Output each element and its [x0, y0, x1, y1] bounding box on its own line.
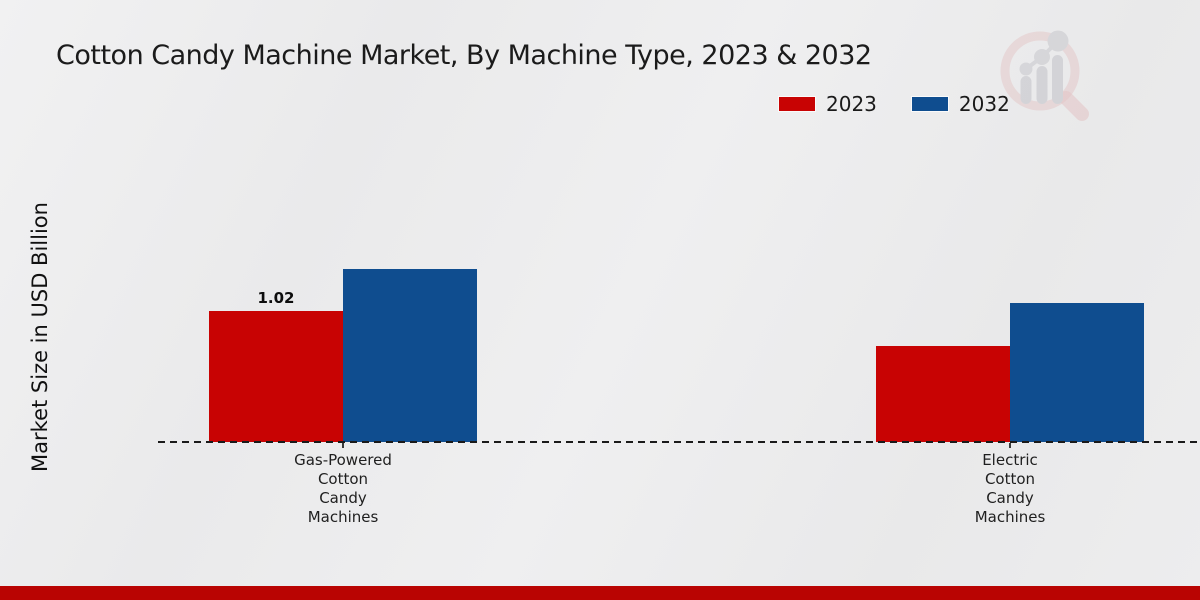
- magnifier-bar-chart-logo-icon: [1000, 30, 1089, 121]
- bar-2032-electric-cotton-candy-machines: [1010, 303, 1144, 442]
- legend-item-2023: 2023: [778, 92, 877, 116]
- legend-swatch-2032: [910, 96, 949, 112]
- bar-2023-gas-powered-cotton-candy-machines: [209, 311, 343, 442]
- x-axis-label-gas-powered-cotton-candy-machines: Gas-Powered Cotton Candy Machines: [294, 451, 392, 526]
- footer-accent-band: [0, 586, 1200, 600]
- x-axis-label-electric-cotton-candy-machines: Electric Cotton Candy Machines: [974, 451, 1046, 526]
- legend-swatch-2023: [778, 96, 816, 112]
- x-axis-tick-electric-cotton-candy-machines: [1009, 443, 1011, 448]
- bar-2023-electric-cotton-candy-machines: [876, 346, 1010, 442]
- legend-label-2023: 2023: [826, 92, 877, 116]
- legend-item-2032: 2032: [910, 92, 1010, 116]
- legend-label-2032: 2032: [958, 92, 1010, 116]
- y-axis-label: Market Size in USD Billion: [28, 202, 52, 472]
- bar-value-label-2023: 1.02: [257, 289, 295, 307]
- x-axis-baseline: [158, 441, 1197, 443]
- x-axis-tick-gas-powered-cotton-candy-machines: [342, 443, 344, 448]
- legend: 2023 2032: [778, 92, 1010, 116]
- chart-title: Cotton Candy Machine Market, By Machine …: [56, 40, 872, 71]
- bar-2032-gas-powered-cotton-candy-machines: [343, 269, 477, 442]
